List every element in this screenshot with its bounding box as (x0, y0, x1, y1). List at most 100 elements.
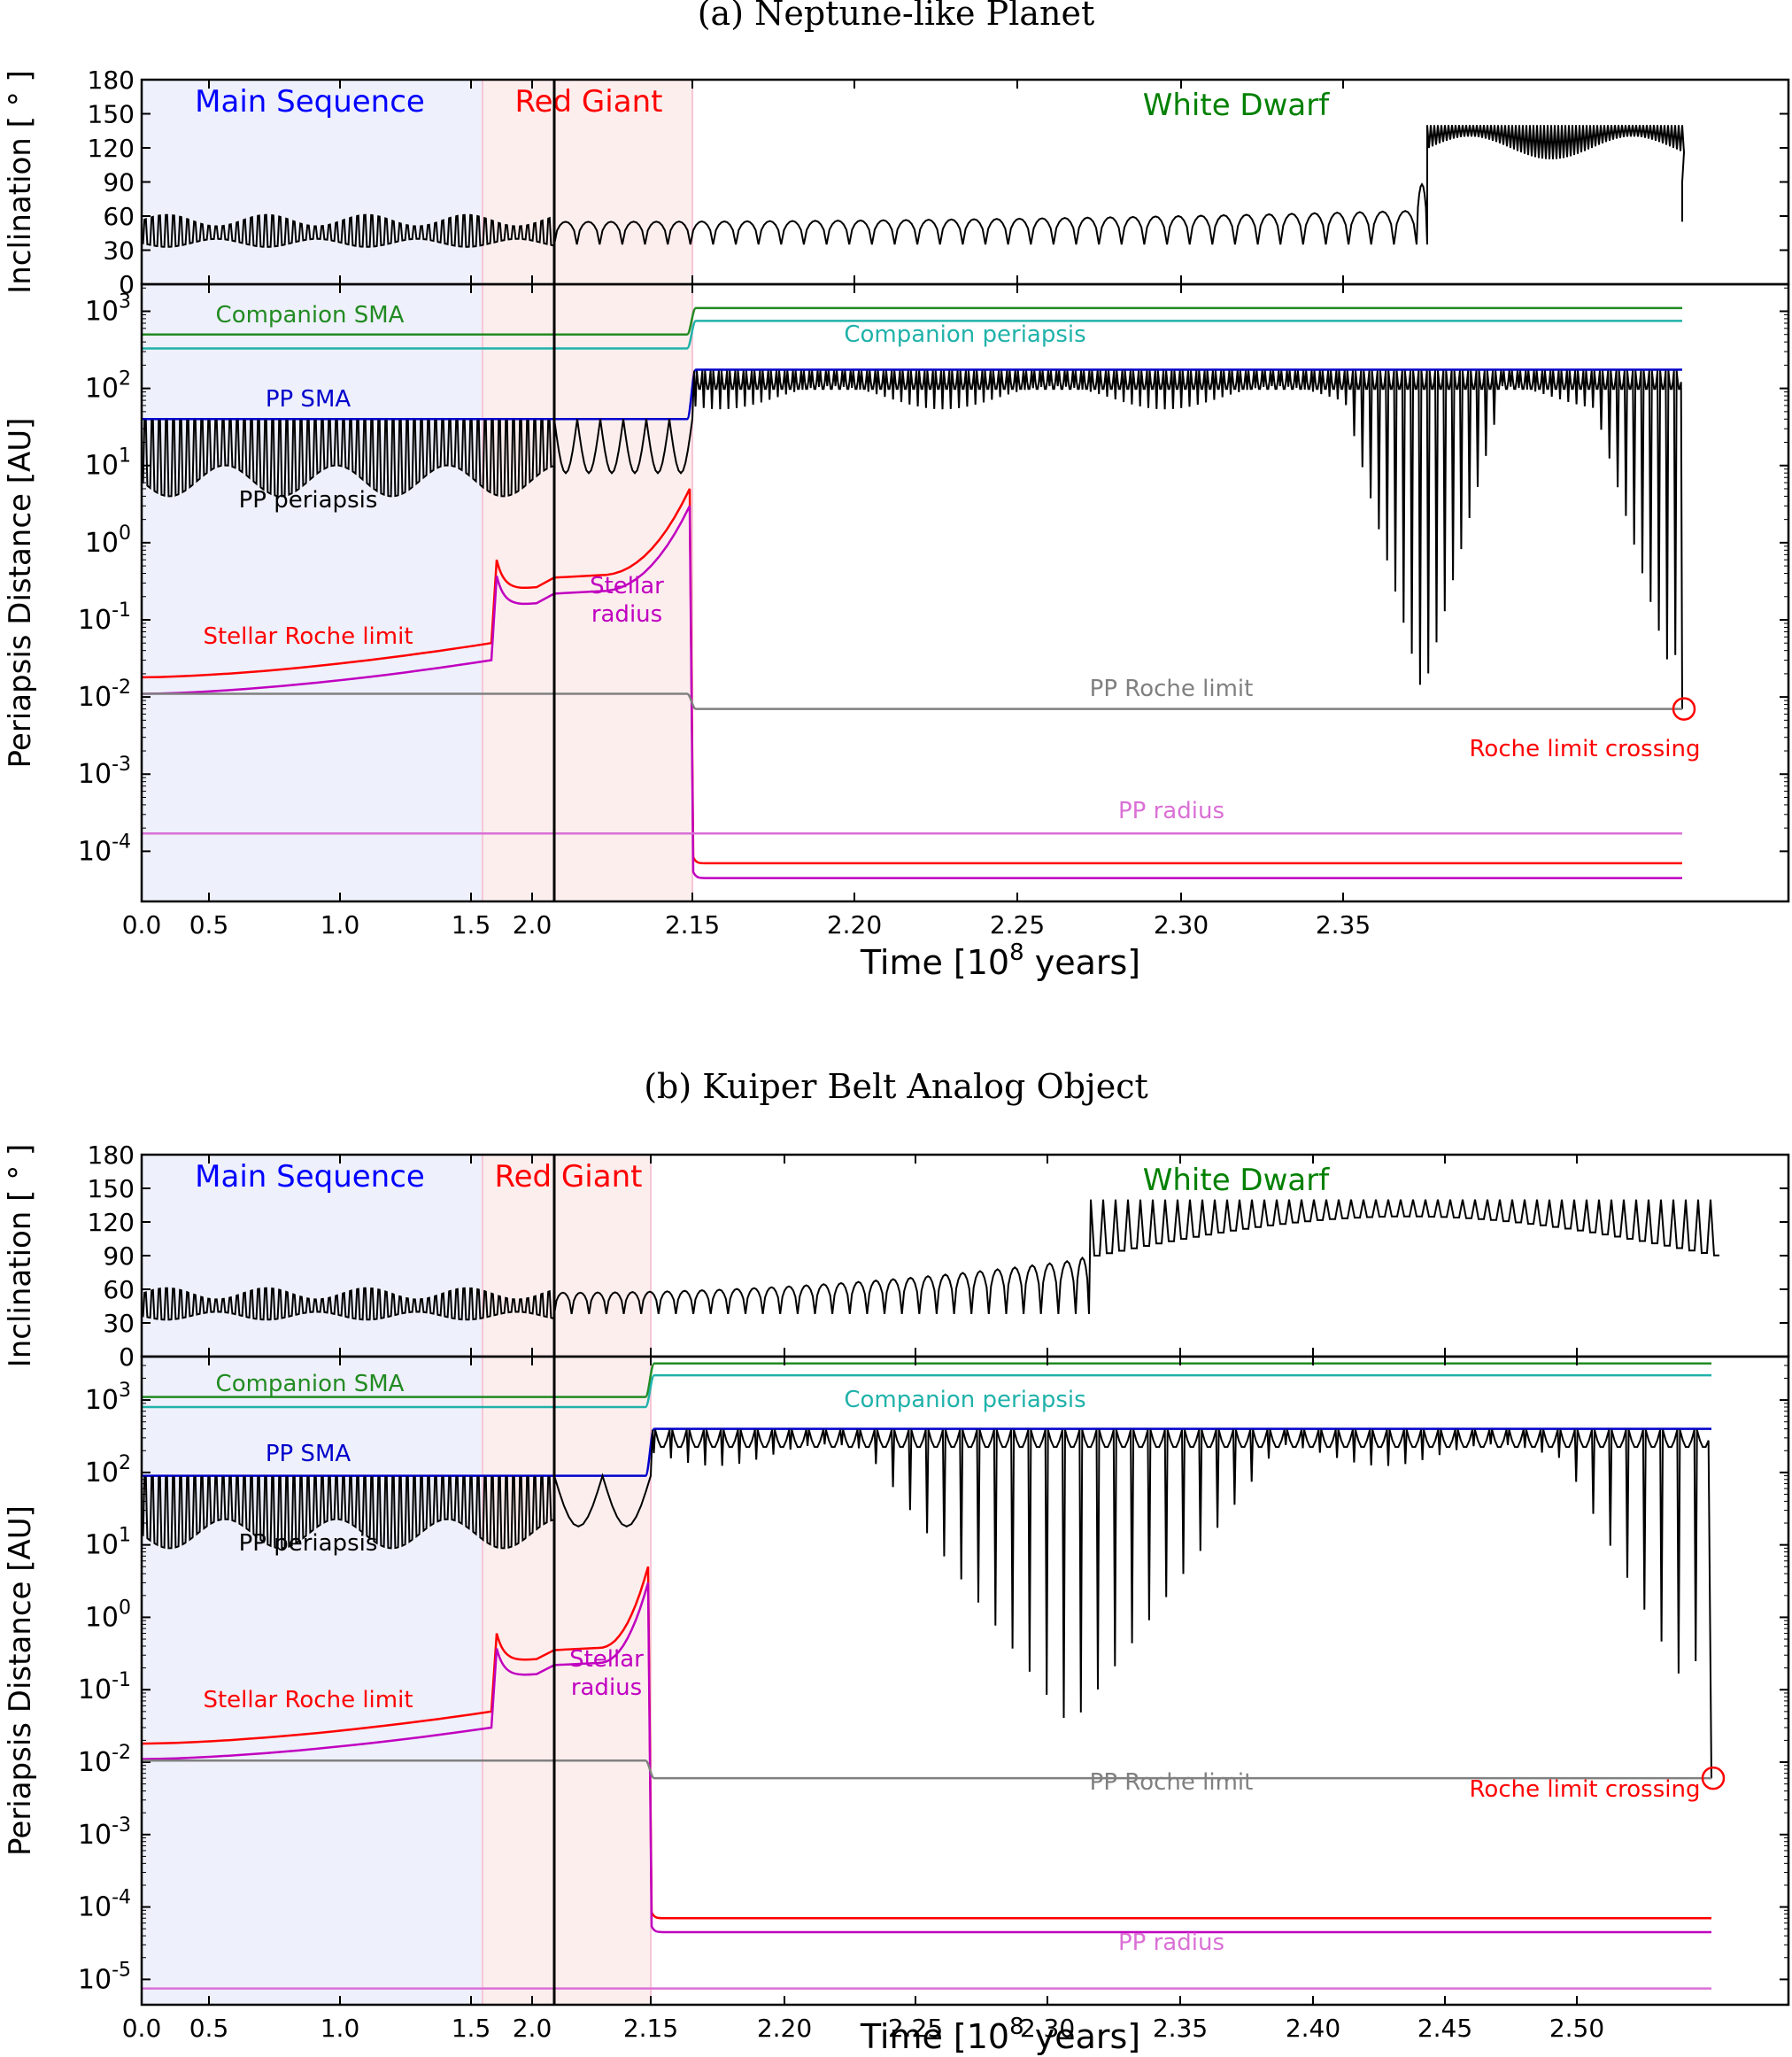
inclination-y-tick-label: 60 (103, 1275, 135, 1304)
series-label: PP SMA (266, 386, 351, 413)
distance-frame (140, 282, 1790, 903)
distance-y-tick-label: 10-3 (78, 754, 131, 790)
series-label: Companion periapsis (844, 1387, 1085, 1413)
x-tick-label: 2.35 (1153, 2014, 1208, 2043)
series-label-line: radius (571, 1674, 642, 1701)
x-tick-label: 0.5 (189, 2014, 229, 2043)
inclination-line (141, 125, 1686, 248)
companion-periapsis-line (142, 320, 1682, 350)
tick-exponent: 0 (119, 522, 131, 545)
x-tick-label: 2.30 (1154, 910, 1209, 940)
pp-roche-limit-line (142, 692, 1682, 710)
distance-y-label: Periapsis Distance [AU] (3, 418, 38, 769)
x-label-part: Time [ (860, 943, 967, 982)
roche-crossing-marker (1701, 1766, 1726, 1790)
inclination-y-tick-label: 60 (103, 202, 135, 231)
inclination-y-tick-label: 30 (103, 236, 135, 266)
series-label: Stellar Roche limit (203, 623, 413, 650)
inclination-y-tick-label: 90 (103, 1241, 135, 1271)
distance-y-tick-label: 10-3 (78, 1814, 131, 1851)
companion-periapsis-line (142, 1373, 1711, 1409)
pp-periapsis-line (141, 370, 1683, 709)
stellar-radius-line (141, 1582, 1711, 1934)
distance-y-label: Periapsis Distance [AU] (3, 1505, 38, 1856)
pp-sma-line (142, 1427, 1711, 1477)
distance-y-tick-label: 101 (85, 1525, 131, 1561)
series-label-line: radius (591, 601, 662, 628)
tick-base: 10 (85, 374, 119, 405)
roche-crossing-marker (1672, 697, 1696, 721)
main-sequence-shade (142, 1155, 483, 2005)
inclination-y-label: Inclination [ ° ] (3, 70, 38, 294)
series-label: Companion SMA (216, 302, 405, 329)
tick-exponent: 1 (119, 1525, 131, 1547)
tick-exponent: -4 (112, 1887, 131, 1909)
x-tick-label: 2.45 (1417, 2014, 1472, 2043)
main-sequence-label: Main Sequence (195, 1159, 425, 1195)
x-tick-label: 2.25 (888, 2014, 943, 2043)
stellar-radius-line (141, 505, 1682, 879)
red-giant-shade (483, 1155, 651, 2005)
series-label-line: Stellar (590, 573, 664, 599)
tick-exponent: -4 (112, 831, 131, 853)
x-tick-label: 2.15 (623, 2014, 678, 2043)
x-tick-label: 2.35 (1316, 910, 1371, 940)
tick-exponent: 1 (119, 445, 131, 468)
distance-y-tick-label: 10-5 (78, 1959, 131, 1995)
tick-exponent: -3 (112, 754, 131, 776)
x-label-part: 8 (1009, 2014, 1024, 2040)
tick-exponent: -1 (112, 599, 131, 622)
inclination-y-tick-label: 120 (88, 134, 135, 163)
x-axis-label: Time [108 years] (860, 940, 1140, 982)
x-tick-label: 2.20 (757, 2014, 812, 2043)
x-tick-label: 2.20 (827, 910, 882, 940)
inclination-line (141, 1199, 1719, 1321)
distance-y-tick-label: 101 (85, 445, 131, 482)
x-tick-label: 2.40 (1286, 2014, 1340, 2043)
inclination-y-tick-label: 90 (103, 168, 135, 197)
x-axis-label: Time [108 years] (860, 2014, 1140, 2056)
tick-base: 10 (85, 1458, 119, 1489)
tick-base: 10 (85, 296, 119, 327)
series-label: PP periapsis (239, 487, 378, 514)
distance-frame (140, 1355, 1790, 2007)
x-tick-label: 2.15 (665, 910, 720, 940)
x-tick-label: 2.30 (1020, 2014, 1075, 2043)
x-label-part: 8 (1009, 940, 1024, 966)
tick-base: 10 (78, 605, 112, 636)
tick-base: 10 (85, 451, 119, 482)
tick-exponent: -3 (112, 1814, 131, 1837)
tick-exponent: -5 (112, 1959, 131, 1981)
chart-neptune-like-planet: (a) Neptune-like Planet0306090120150180I… (3, 0, 1790, 982)
red-giant-shade (483, 80, 692, 901)
tick-exponent: -1 (112, 1669, 131, 1691)
x-label-part: years] (1024, 2017, 1140, 2056)
distance-y-tick-label: 10-4 (78, 1887, 131, 1923)
tick-base: 10 (78, 682, 112, 713)
tick-exponent: 0 (119, 1597, 131, 1619)
main-sequence-label: Main Sequence (195, 84, 425, 120)
distance-y-tick-label: 10-2 (78, 677, 131, 713)
series-label: PP SMA (266, 1441, 351, 1467)
distance-y-tick-label: 10-4 (78, 831, 131, 867)
distance-y-tick-label: 103 (85, 1380, 131, 1416)
series-label: PP radius (1118, 798, 1224, 824)
distance-y-tick-label: 10-2 (78, 1742, 131, 1778)
tick-base: 10 (78, 836, 112, 867)
white-dwarf-label: White Dwarf (1143, 1163, 1330, 1198)
companion-sma-line (142, 1362, 1711, 1398)
x-tick-label: 1.0 (321, 910, 360, 940)
inclination-y-tick-label: 0 (119, 270, 135, 299)
tick-base: 10 (78, 1964, 112, 1995)
inclination-y-tick-label: 180 (88, 66, 135, 95)
series-label: Stellar radius (569, 1646, 644, 1701)
distance-y-tick-label: 100 (85, 1597, 131, 1633)
distance-y-tick-label: 10-1 (78, 1669, 131, 1705)
x-label-part: 10 (967, 2017, 1009, 2056)
series-label: PP Roche limit (1090, 1769, 1254, 1796)
chart-title: (b) Kuiper Belt Analog Object (644, 1067, 1148, 1106)
series-label: Companion SMA (216, 1371, 405, 1397)
tick-base: 10 (78, 759, 112, 790)
tick-base: 10 (85, 1602, 119, 1633)
tick-base: 10 (78, 1674, 112, 1705)
